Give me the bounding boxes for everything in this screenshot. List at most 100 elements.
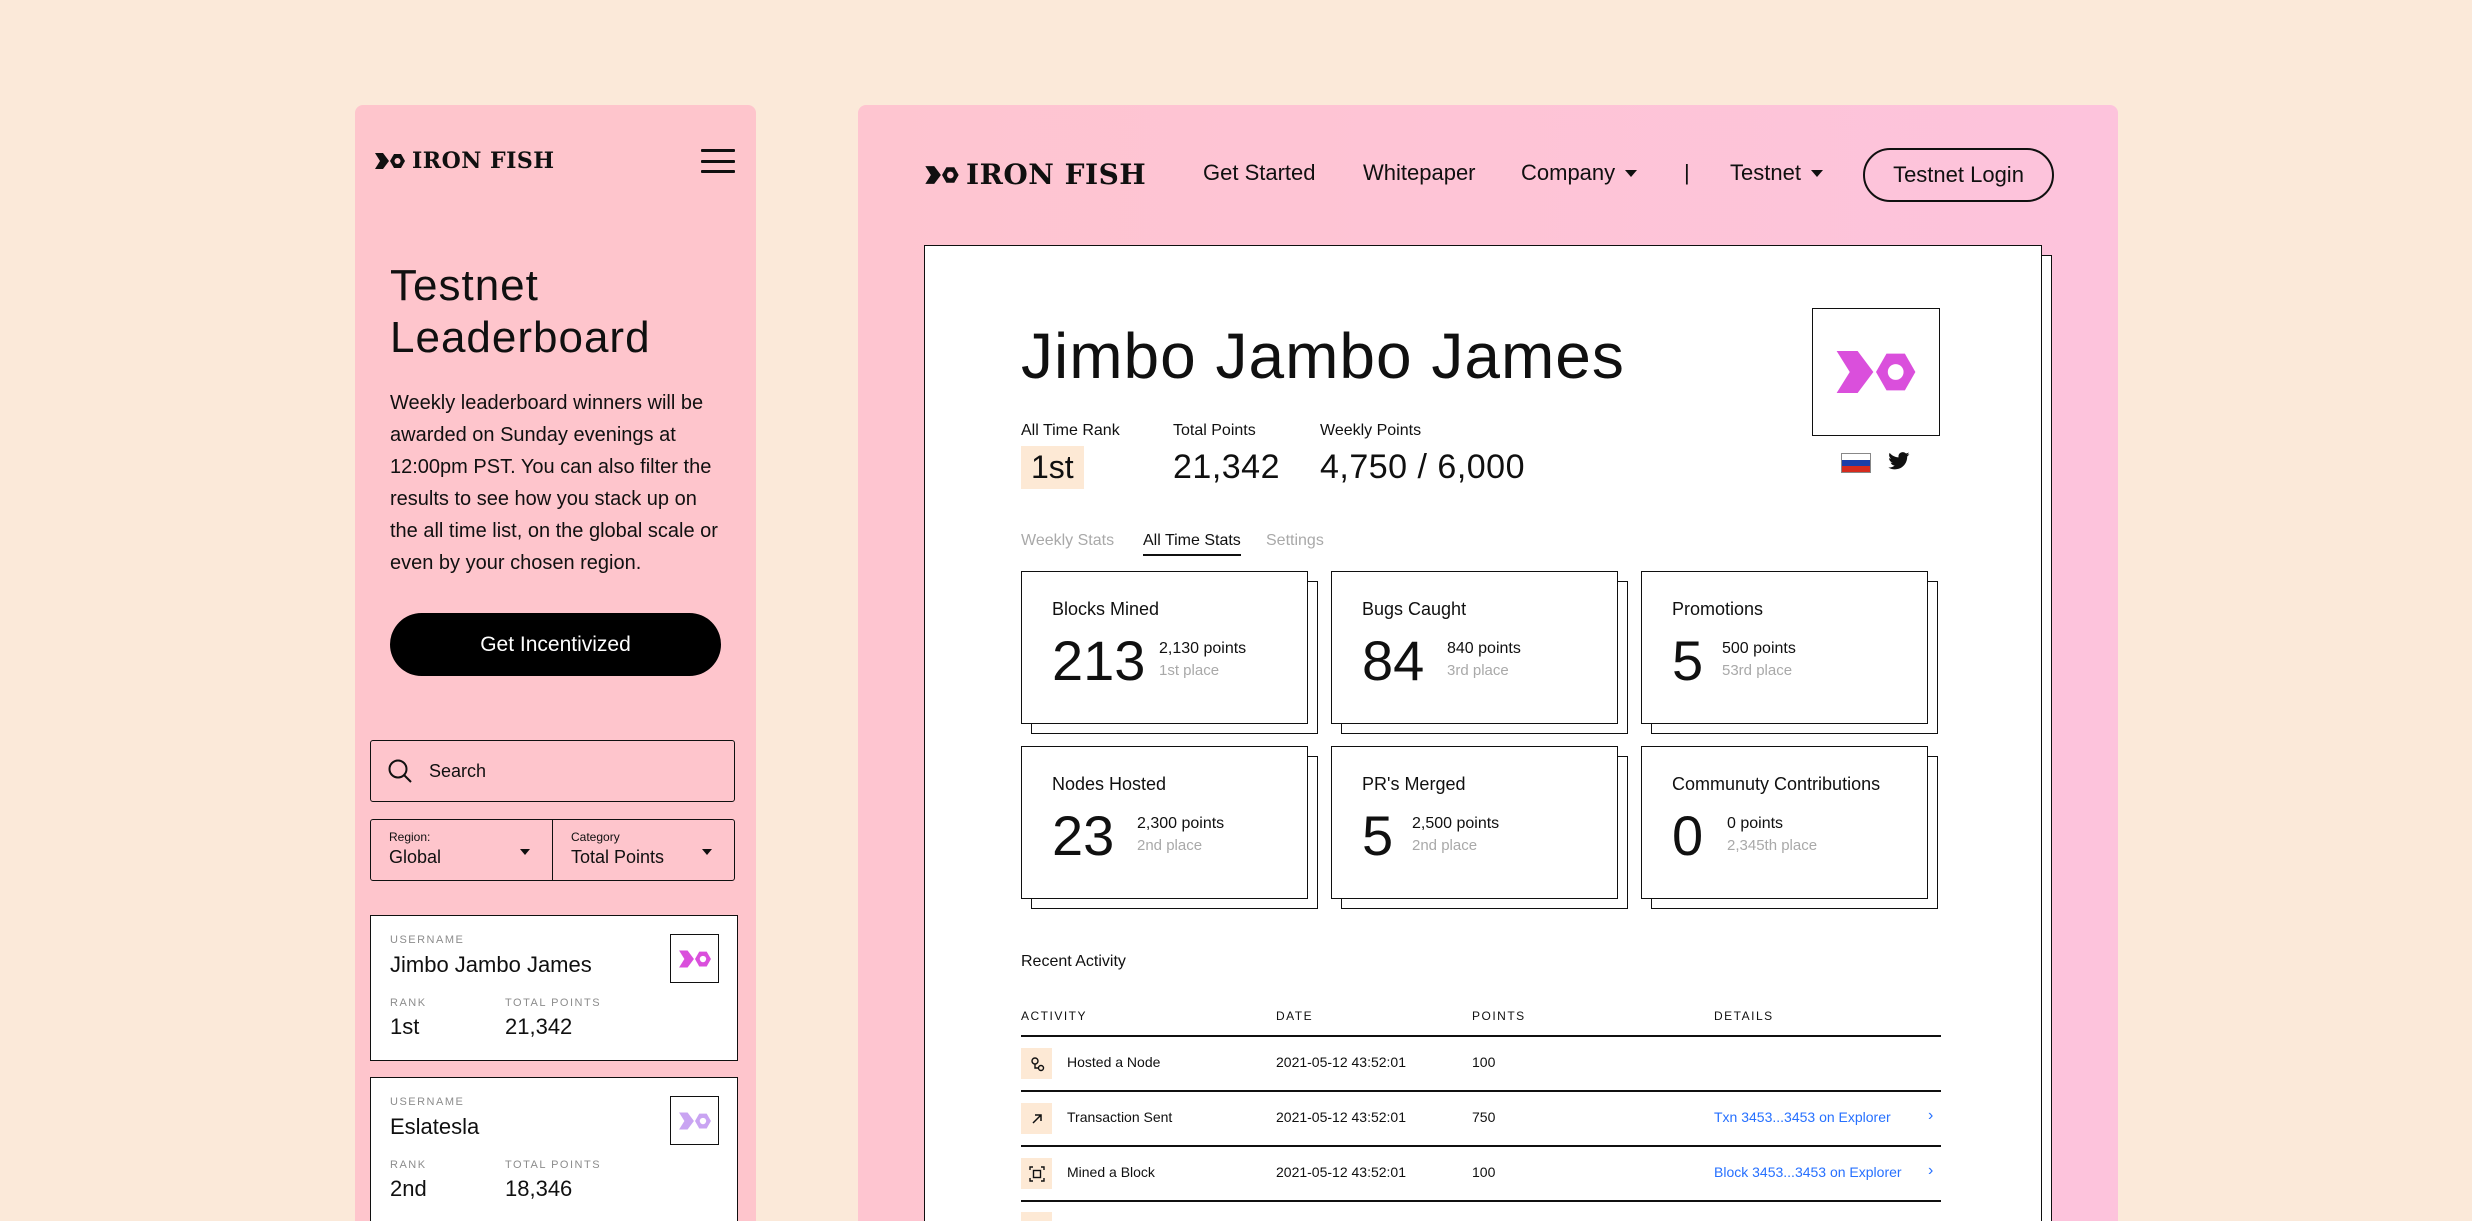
stat-card-title: Bugs Caught	[1362, 599, 1467, 619]
rank-label: RANK	[390, 997, 427, 1009]
activity-details-link[interactable]: Block 3453...3453 on Explorer	[1714, 1164, 1902, 1180]
caret-down-icon	[1625, 169, 1638, 177]
chevron-right-icon[interactable]: ›	[1928, 1162, 1934, 1179]
stat-card-blocks-mined: Blocks Mined 213 2,130 points 1st place	[1021, 571, 1318, 734]
iron-fish-logo-icon	[925, 165, 959, 184]
avatar	[1812, 308, 1940, 436]
iron-fish-logo[interactable]: IRON FISH	[374, 148, 555, 174]
username: Eslatesla	[390, 1114, 480, 1139]
avatar	[670, 1096, 719, 1145]
caret-down-icon	[1810, 169, 1823, 177]
stat-card-value: 0	[1672, 804, 1704, 867]
stat-card-place: 1st place	[1159, 662, 1220, 679]
region-select-value: Global	[389, 847, 442, 867]
nav-whitepaper-label: Whitepaper	[1363, 160, 1476, 185]
username-label: USERNAME	[390, 1096, 465, 1108]
weekly-points-value: 4,750 / 6,000	[1320, 448, 1526, 486]
stat-card-nodes-hosted: Nodes Hosted 23 2,300 points 2nd place	[1021, 746, 1318, 909]
stat-card-value: 84	[1362, 629, 1425, 692]
twitter-icon[interactable]	[1888, 452, 1910, 470]
table-divider	[1021, 1145, 1941, 1147]
total-points-value: 18,346	[505, 1176, 573, 1201]
nav-get-started-label: Get Started	[1203, 160, 1316, 185]
nav-testnet-dropdown[interactable]: Testnet	[1730, 160, 1823, 186]
stat-card-title: PR's Merged	[1362, 774, 1466, 794]
stat-card-title: Communuty Contributions	[1672, 774, 1881, 794]
nav-company-dropdown[interactable]: Company	[1521, 160, 1638, 186]
arrow-up-right-icon	[1021, 1103, 1052, 1134]
region-select[interactable]: Region: Global	[370, 819, 553, 881]
username-label: USERNAME	[390, 934, 465, 946]
page-title: Testnet Leaderboard	[390, 260, 730, 364]
stat-card-points: 2,300 points	[1137, 815, 1225, 832]
total-points-label: TOTAL POINTS	[505, 1159, 602, 1171]
page-title-line-2: Leaderboard	[390, 313, 651, 362]
mobile-panel: IRON FISH Testnet Leaderboard Weekly lea…	[355, 105, 756, 1221]
stat-card-place: 2,345th place	[1727, 837, 1818, 854]
rank-value: 2nd	[390, 1176, 427, 1201]
search-input[interactable]	[427, 759, 711, 783]
brand-name: IRON FISH	[966, 158, 1147, 191]
column-header-activity: ACTIVITY	[1021, 1009, 1088, 1023]
recent-activity-title: Recent Activity	[1021, 953, 1126, 970]
total-points-label: TOTAL POINTS	[505, 997, 602, 1009]
nav-whitepaper[interactable]: Whitepaper	[1363, 160, 1476, 186]
stat-card-title: Nodes Hosted	[1052, 774, 1167, 794]
tab-settings[interactable]: Settings	[1266, 532, 1324, 549]
chevron-right-icon[interactable]: ›	[1928, 1107, 1934, 1124]
testnet-login-button[interactable]: Testnet Login	[1863, 148, 2054, 202]
stat-card-points: 0 points	[1727, 815, 1784, 832]
stat-card-community-contributions: Communuty Contributions 0 0 points 2,345…	[1641, 746, 1938, 909]
search-icon	[388, 759, 412, 783]
get-incentivized-button[interactable]: Get Incentivized	[390, 613, 721, 676]
activity-details-link[interactable]: Txn 3453...3453 on Explorer	[1714, 1109, 1891, 1125]
all-time-rank-label: All Time Rank	[1021, 422, 1120, 439]
avatar	[670, 934, 719, 983]
caret-down-icon	[702, 849, 712, 855]
iron-fish-logo[interactable]: IRON FISH	[924, 158, 1146, 191]
brand-name: IRON FISH	[412, 148, 555, 174]
activity-points: 750	[1472, 1109, 1496, 1125]
iron-fish-avatar-icon	[1836, 351, 1916, 393]
table-row: Mined a Block 2021-05-12 43:52:01 100 Bl…	[1021, 1147, 1941, 1199]
stat-card-place: 2nd place	[1412, 837, 1478, 854]
russia-flag-icon	[1841, 453, 1871, 473]
stat-card-points: 840 points	[1447, 640, 1521, 657]
profile-name: Jimbo Jambo James	[1021, 320, 1625, 392]
leaderboard-card[interactable]: USERNAME Eslatesla RANK 2nd TOTAL POINTS…	[370, 1077, 738, 1221]
stat-card-value: 5	[1672, 629, 1704, 692]
total-points-value: 21,342	[505, 1014, 573, 1039]
nav-testnet-label: Testnet	[1730, 160, 1801, 185]
stat-card-title: Promotions	[1672, 599, 1764, 619]
stat-card-value: 23	[1052, 804, 1115, 867]
column-header-points: POINTS	[1472, 1009, 1526, 1023]
tab-weekly-stats[interactable]: Weekly Stats	[1021, 532, 1115, 549]
activity-points: 100	[1472, 1054, 1496, 1070]
iron-fish-logo-icon	[375, 153, 405, 169]
stat-card-promotions: Promotions 5 500 points 53rd place	[1641, 571, 1938, 734]
table-row: Transaction Sent 2021-05-12 43:52:01 750…	[1021, 1092, 1941, 1144]
total-points-value: 21,342	[1173, 448, 1280, 486]
iron-fish-avatar-icon	[678, 1112, 711, 1129]
nav-separator: |	[1684, 160, 1690, 185]
hamburger-menu-icon[interactable]	[701, 149, 735, 173]
rank-value: 1st	[390, 1014, 420, 1039]
stat-card-prs-merged: PR's Merged 5 2,500 points 2nd place	[1331, 746, 1628, 909]
nav-company-label: Company	[1521, 160, 1616, 185]
search-box[interactable]	[370, 740, 735, 802]
table-divider	[1021, 1090, 1941, 1092]
category-select[interactable]: Category Total Points	[552, 819, 735, 881]
nav-get-started[interactable]: Get Started	[1203, 160, 1316, 186]
stat-card-bugs-caught: Bugs Caught 84 840 points 3rd place	[1331, 571, 1628, 734]
column-header-details: DETAILS	[1714, 1009, 1774, 1023]
caret-down-icon	[520, 849, 530, 855]
table-divider	[1021, 1200, 1941, 1202]
iron-fish-avatar-icon	[678, 950, 711, 967]
stat-card-points: 500 points	[1722, 640, 1796, 657]
tab-all-time-stats[interactable]: All Time Stats	[1143, 532, 1241, 556]
table-divider	[1021, 1035, 1941, 1037]
stat-card-value: 213	[1052, 629, 1146, 692]
leaderboard-card[interactable]: USERNAME Jimbo Jambo James RANK 1st TOTA…	[370, 915, 738, 1061]
profile-card: Jimbo Jambo James All Time Rank 1st Tota…	[924, 245, 2042, 1221]
stat-card-value: 5	[1362, 804, 1394, 867]
